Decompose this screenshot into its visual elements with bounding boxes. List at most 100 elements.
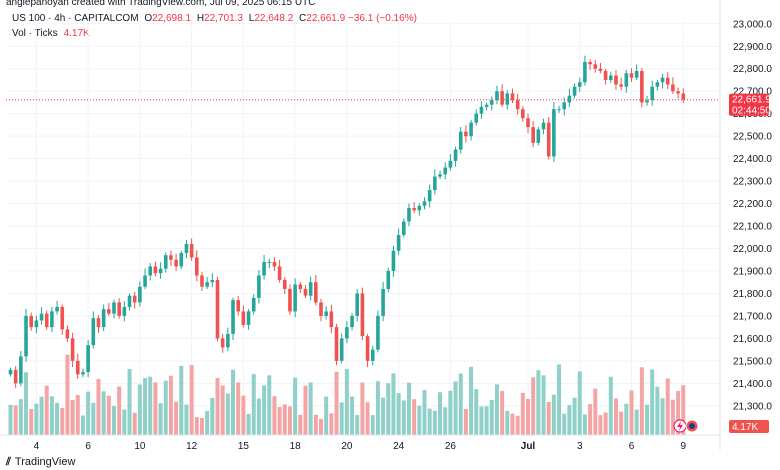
candle-body [143,275,147,287]
low-value: 22,648.2 [254,13,294,24]
brand-name: TradingView [14,456,76,468]
candle-body [101,309,106,328]
volume-bar [567,405,572,435]
volume-bar [557,364,562,435]
candle-body [112,302,116,314]
volume-bars [8,354,686,435]
volume-bar [303,385,308,435]
volume-bar [96,379,101,435]
symbol-name[interactable]: US 100 · 4h · CAPITALCOM [12,13,139,24]
volume-bar [194,417,199,435]
candle-body [526,118,530,128]
volume-bar [29,408,34,435]
volume-bar [313,414,318,435]
volume-bar [251,374,256,435]
volume-bar [531,377,536,435]
event-markers[interactable] [673,419,699,433]
volume-bar [199,418,204,435]
volume-bar [655,386,660,435]
candle-body [231,300,235,334]
candle-body [464,131,468,137]
candle-body [55,306,59,312]
candle-body [262,261,266,276]
close-label: C [299,13,307,24]
candle-body [339,338,344,361]
candle-body [355,293,360,316]
price-tick-label: 22,000.0 [733,244,772,255]
volume-bar [401,400,406,435]
price-tick-label: 22,900.0 [733,42,772,53]
tradingview-logo[interactable]: ⫽ TradingView [6,456,75,469]
volume-bar [494,384,499,435]
candle-body [671,84,675,92]
time-tick-label: 24 [393,441,405,452]
volume-bar [417,405,422,435]
time-axis[interactable]: 4 6 10 12 15 18 20 24 26 Jul 3 6 9 [0,434,720,452]
candle-body [443,167,447,175]
candle-body [298,284,303,289]
volume-bar [225,393,230,435]
symbol-legend: US 100 · 4h · CAPITALCOM O22,698.1 H22,7… [12,13,417,24]
time-tick-label: 20 [341,441,353,452]
volume-bar [619,411,624,435]
candle-body [272,261,277,267]
volume-bar [505,410,510,435]
time-tick-label: 6 [629,441,635,452]
candle-body [650,86,654,101]
chart-credit: anglepanoyan created with TradingView.co… [6,0,316,8]
candle-body [479,106,484,114]
volume-bar [127,368,132,435]
candle-body [329,311,334,328]
volume-bar [375,381,380,435]
candle-body [598,68,603,71]
candle-body [422,201,427,206]
volume-bar [189,365,194,435]
volume-bar [86,391,91,435]
volume-bar [241,395,246,435]
candle-body [205,282,209,287]
lightning-glyph-icon [677,421,683,431]
candle-body [448,160,453,168]
volume-bar [562,413,567,435]
candle-body [624,73,629,87]
volume-bar [112,405,116,435]
candle-body [640,70,644,103]
volume-bar [681,385,686,435]
time-tick-label: 12 [186,441,198,452]
candle-body [505,93,510,105]
volume-bar [360,382,365,435]
candle-body [303,288,308,296]
price-tick-label: 23,000.0 [733,19,772,30]
price-tick-label: 22,500.0 [733,132,772,143]
volume-bar [39,396,44,435]
candle-body [588,61,592,65]
volume-bar [613,398,618,435]
price-tick-label: 21,900.0 [733,266,772,277]
volume-bar [386,383,391,435]
volume-bar [432,410,437,435]
grid [6,20,720,435]
volume-bar [18,399,23,435]
close-value: 22,661.9 [306,13,346,24]
candle-body [246,311,251,325]
candle-body [474,113,479,123]
volume-value: 4.17K [63,28,90,39]
volume-bar [536,370,541,435]
last-price-value: 22,661.9 [732,95,771,106]
volume-bar [122,409,127,435]
volume-bar [624,403,629,435]
candle-body [376,315,380,350]
tv-logo-icon: ⫽ [6,456,11,468]
candle-body [469,122,473,137]
candle-body [267,261,272,263]
candle-body [24,315,28,357]
volume-bar [272,396,277,435]
bar-countdown: 02:44:50 [732,106,771,117]
volume-bar [246,413,251,435]
volume-label[interactable]: Vol · Ticks [12,28,58,39]
candle-body [567,95,572,103]
price-axis[interactable]: 23,000.022,900.022,800.022,700.022,600.0… [719,0,772,450]
candle-body [453,149,458,161]
volume-bar [220,385,225,435]
